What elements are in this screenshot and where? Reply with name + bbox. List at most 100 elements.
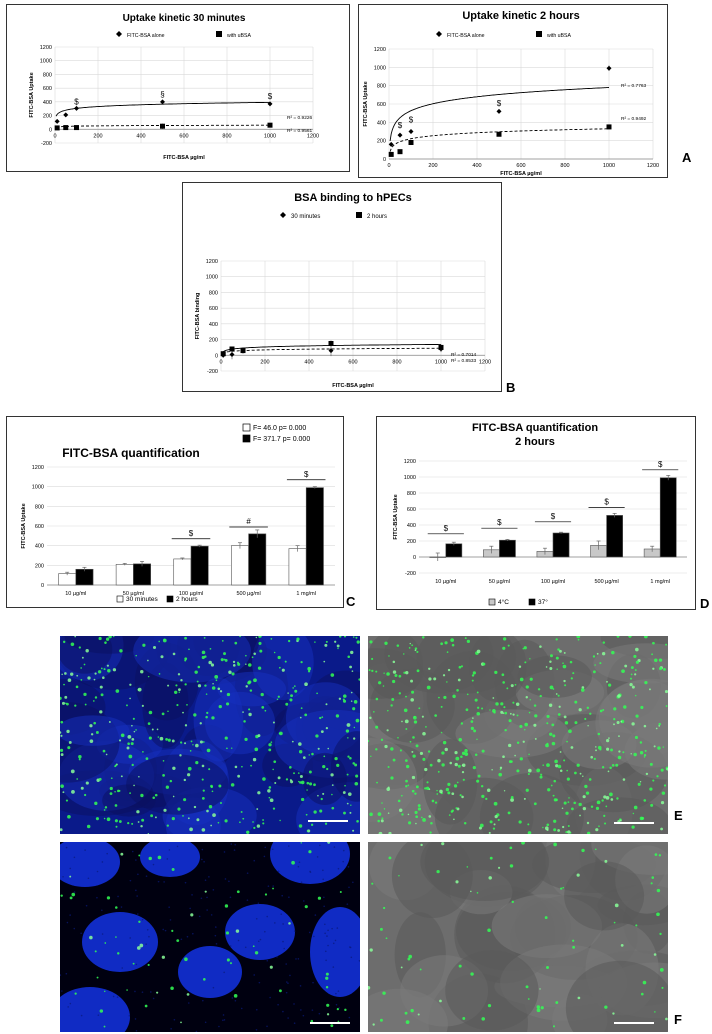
chart-title: FITC-BSA quantification bbox=[62, 446, 200, 460]
y-axis-label: FITC-BSA Uptake bbox=[393, 494, 399, 539]
bar bbox=[133, 563, 151, 586]
x-tick-label: 200 bbox=[428, 163, 437, 169]
significance-marker: $ bbox=[444, 524, 449, 533]
bar bbox=[606, 515, 623, 558]
data-point bbox=[408, 129, 414, 134]
chart-title: FITC-BSA quantification bbox=[472, 422, 598, 434]
chart-title: BSA binding to hPECs bbox=[294, 192, 412, 204]
category-label: 1 mg/ml bbox=[296, 591, 316, 597]
trendline bbox=[221, 347, 441, 354]
legend-label: 2 hours bbox=[367, 214, 387, 220]
data-point bbox=[63, 112, 69, 118]
y-tick-label: 800 bbox=[377, 84, 386, 90]
legend-label: FITC-BSA alone bbox=[127, 33, 165, 39]
legend-label: with uBSA bbox=[227, 33, 251, 39]
significance-marker: $ bbox=[658, 460, 663, 469]
legend-label: 30 minutes bbox=[291, 214, 320, 220]
x-tick-label: 800 bbox=[560, 163, 569, 169]
chart-title: 2 hours bbox=[515, 436, 555, 448]
y-tick-label: 400 bbox=[209, 322, 218, 328]
r-squared-label: R² = 0.9561 bbox=[287, 128, 313, 134]
y-tick-label: -200 bbox=[207, 369, 218, 375]
data-point bbox=[74, 105, 79, 111]
legend-swatch bbox=[528, 598, 536, 606]
trendline bbox=[55, 101, 270, 117]
significance-marker: § bbox=[160, 90, 164, 99]
legend-label: 2 hours bbox=[176, 596, 198, 603]
x-tick-label: 1000 bbox=[435, 359, 447, 365]
chart-title: Uptake kinetic 30 minutes bbox=[123, 13, 246, 24]
data-point bbox=[388, 151, 394, 157]
y-tick-label: 200 bbox=[35, 563, 44, 569]
x-axis-label: FITC-BSA µg/ml bbox=[163, 155, 205, 161]
scale-bar bbox=[614, 822, 654, 824]
bar bbox=[305, 487, 324, 586]
chart-panel-uptake-2h: Uptake kinetic 2 hours FITC-BSA alone with… bbox=[358, 4, 668, 178]
x-tick-label: 600 bbox=[179, 133, 188, 139]
micrograph-f-fluorescence bbox=[60, 842, 360, 1032]
r-squared-label: R² = 0.9226 bbox=[287, 115, 313, 121]
data-point bbox=[606, 65, 612, 71]
x-tick-label: 0 bbox=[219, 359, 222, 365]
data-point bbox=[160, 99, 165, 105]
x-tick-label: 1000 bbox=[264, 133, 276, 139]
data-point bbox=[267, 101, 273, 107]
y-tick-label: 600 bbox=[407, 507, 416, 513]
significance-marker: $ bbox=[268, 92, 273, 101]
y-tick-label: 0 bbox=[41, 583, 44, 589]
x-tick-label: 1200 bbox=[647, 163, 659, 169]
x-tick-label: 800 bbox=[222, 133, 231, 139]
y-tick-label: -200 bbox=[405, 571, 416, 577]
x-tick-label: 200 bbox=[93, 133, 102, 139]
y-tick-label: 400 bbox=[377, 120, 386, 126]
y-axis-label: FITC-BSA Uptake bbox=[21, 503, 27, 548]
x-tick-label: 1200 bbox=[479, 359, 491, 365]
y-tick-label: 800 bbox=[43, 72, 52, 78]
y-tick-label: 0 bbox=[413, 555, 416, 561]
significance-marker: $ bbox=[74, 98, 79, 107]
y-tick-label: 800 bbox=[209, 290, 218, 296]
data-point bbox=[229, 346, 235, 352]
category-label: 100 µg/ml bbox=[179, 591, 203, 597]
y-tick-label: 400 bbox=[407, 523, 416, 529]
significance-marker: $ bbox=[189, 529, 194, 538]
figure-label-f: F bbox=[674, 1012, 682, 1027]
y-tick-label: 1200 bbox=[40, 45, 52, 51]
y-tick-label: 600 bbox=[377, 102, 386, 108]
x-tick-label: 600 bbox=[516, 163, 525, 169]
bar bbox=[190, 545, 209, 586]
significance-marker: $ bbox=[304, 470, 309, 479]
x-tick-label: 800 bbox=[392, 359, 401, 365]
y-tick-label: 1200 bbox=[374, 47, 386, 53]
bar bbox=[499, 539, 516, 558]
y-tick-label: 200 bbox=[377, 139, 386, 145]
legend-label: 37° bbox=[538, 598, 548, 606]
bar bbox=[58, 573, 77, 586]
data-point bbox=[438, 344, 444, 350]
data-point bbox=[54, 125, 60, 131]
legend-swatch bbox=[242, 434, 251, 443]
category-label: 500 µg/ml bbox=[594, 579, 618, 585]
trendline bbox=[389, 87, 610, 141]
y-tick-label: 200 bbox=[209, 338, 218, 344]
significance-marker: # bbox=[246, 517, 251, 526]
bar bbox=[288, 548, 307, 586]
legend-marker bbox=[436, 31, 442, 37]
category-label: 1 mg/ml bbox=[650, 579, 670, 585]
y-axis-label: FITC-BSA Uptake bbox=[363, 81, 369, 126]
y-tick-label: 1000 bbox=[40, 59, 52, 65]
y-tick-label: 1200 bbox=[206, 259, 218, 265]
chart-uptake-2h: Uptake kinetic 2 hours FITC-BSA alone with… bbox=[363, 10, 659, 177]
legend-marker bbox=[216, 31, 222, 37]
chart-bsa-binding: BSA binding to hPECs 30 minutes 2 hours -20… bbox=[195, 192, 491, 389]
legend-swatch bbox=[116, 595, 124, 603]
figure-label-e: E bbox=[674, 808, 683, 823]
y-tick-label: 600 bbox=[35, 524, 44, 530]
bar bbox=[659, 477, 677, 558]
figure-label-c: C bbox=[346, 594, 356, 609]
legend-swatch bbox=[242, 423, 251, 432]
data-point bbox=[267, 122, 273, 128]
data-point bbox=[408, 140, 414, 145]
legend-label: FITC-BSA alone bbox=[447, 33, 485, 39]
data-point bbox=[496, 131, 502, 137]
